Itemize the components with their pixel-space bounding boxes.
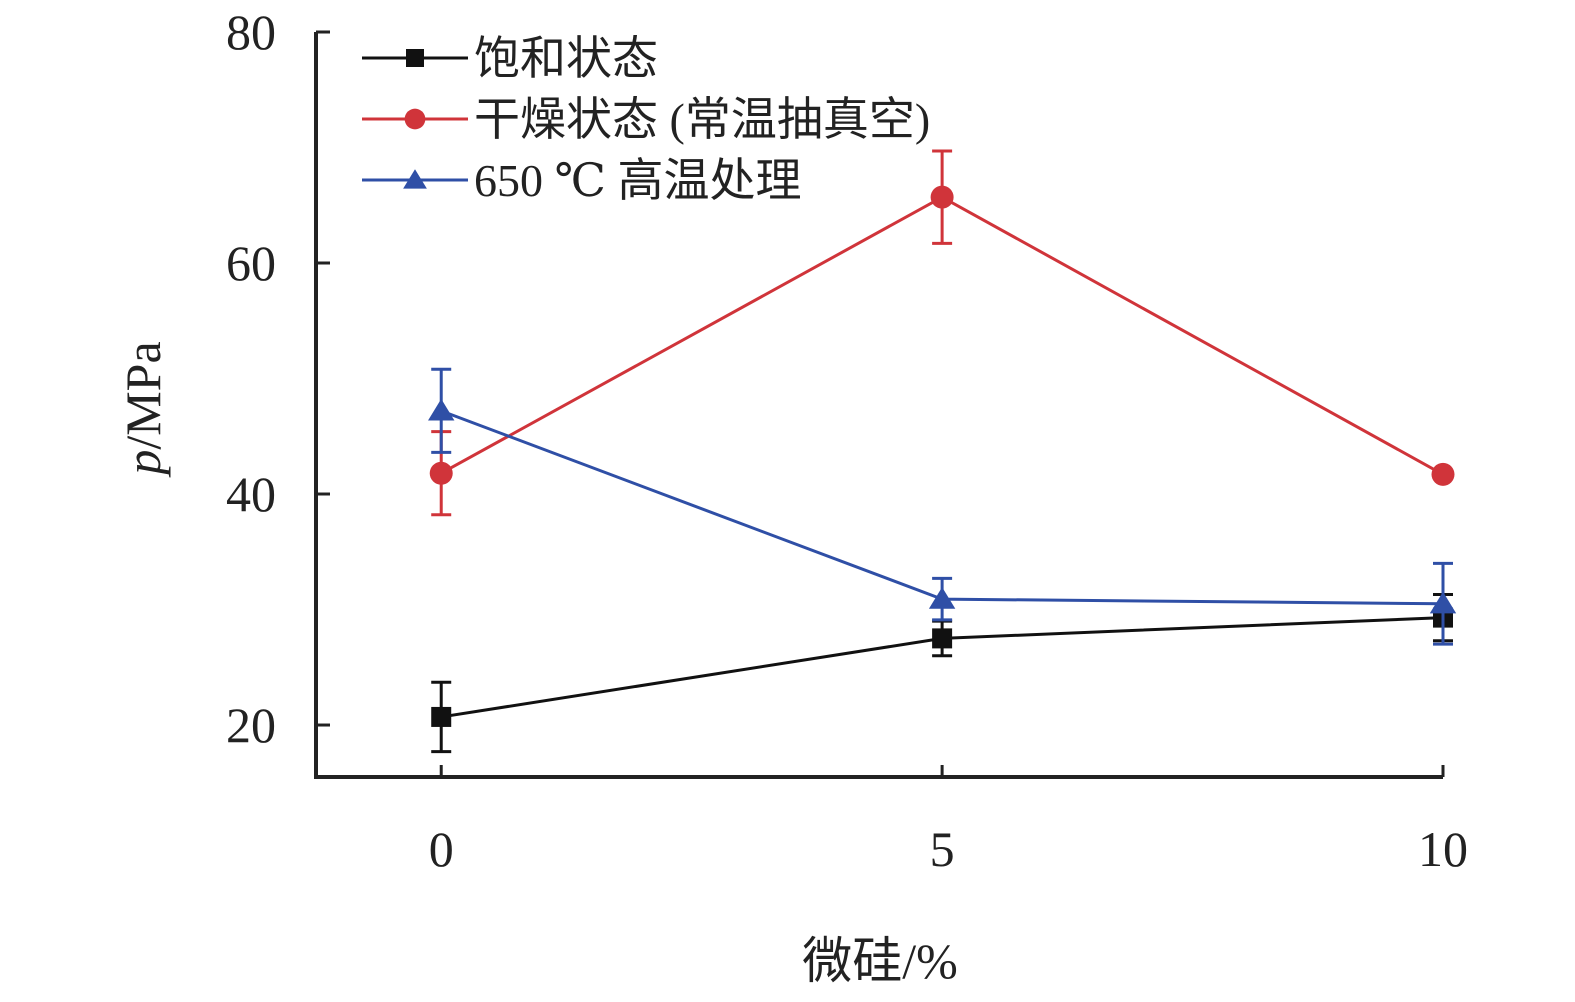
y-tick-label: 60 xyxy=(226,235,276,291)
legend-label-2: 650 ℃ 高温处理 xyxy=(474,155,801,206)
series-line-2 xyxy=(440,409,1444,606)
data-point xyxy=(1429,591,1457,614)
legend-marker-1 xyxy=(404,108,426,130)
data-point xyxy=(928,587,956,609)
legend-label-0: 饱和状态 xyxy=(474,33,658,84)
y-axis-label-symbol: p xyxy=(115,450,171,478)
x-tick-label: 10 xyxy=(1418,821,1468,877)
data-point xyxy=(428,398,455,421)
legend-marker-0 xyxy=(406,49,424,67)
y-tick-label: 80 xyxy=(226,4,276,60)
y-tick-label: 20 xyxy=(226,697,276,753)
legend-label-1: 干燥状态 (常温抽真空) xyxy=(474,94,930,145)
axes: 20 40 60 80 0 5 10 微硅/% p/MPa xyxy=(115,4,1468,989)
y-axis-label-unit: /MPa xyxy=(115,341,171,449)
x-axis-label: 微硅/% xyxy=(802,933,958,989)
x-tick-label: 0 xyxy=(429,821,454,877)
y-tick-label: 40 xyxy=(226,466,276,522)
plot-layer xyxy=(428,149,1457,754)
data-point xyxy=(932,628,953,649)
data-point xyxy=(429,461,453,485)
x-tick-label: 5 xyxy=(930,821,955,877)
legend-marker-2 xyxy=(403,169,427,189)
data-point xyxy=(431,706,452,727)
data-point xyxy=(930,185,954,209)
data-point xyxy=(1431,462,1455,486)
y-axis-label: p/MPa xyxy=(115,341,171,477)
